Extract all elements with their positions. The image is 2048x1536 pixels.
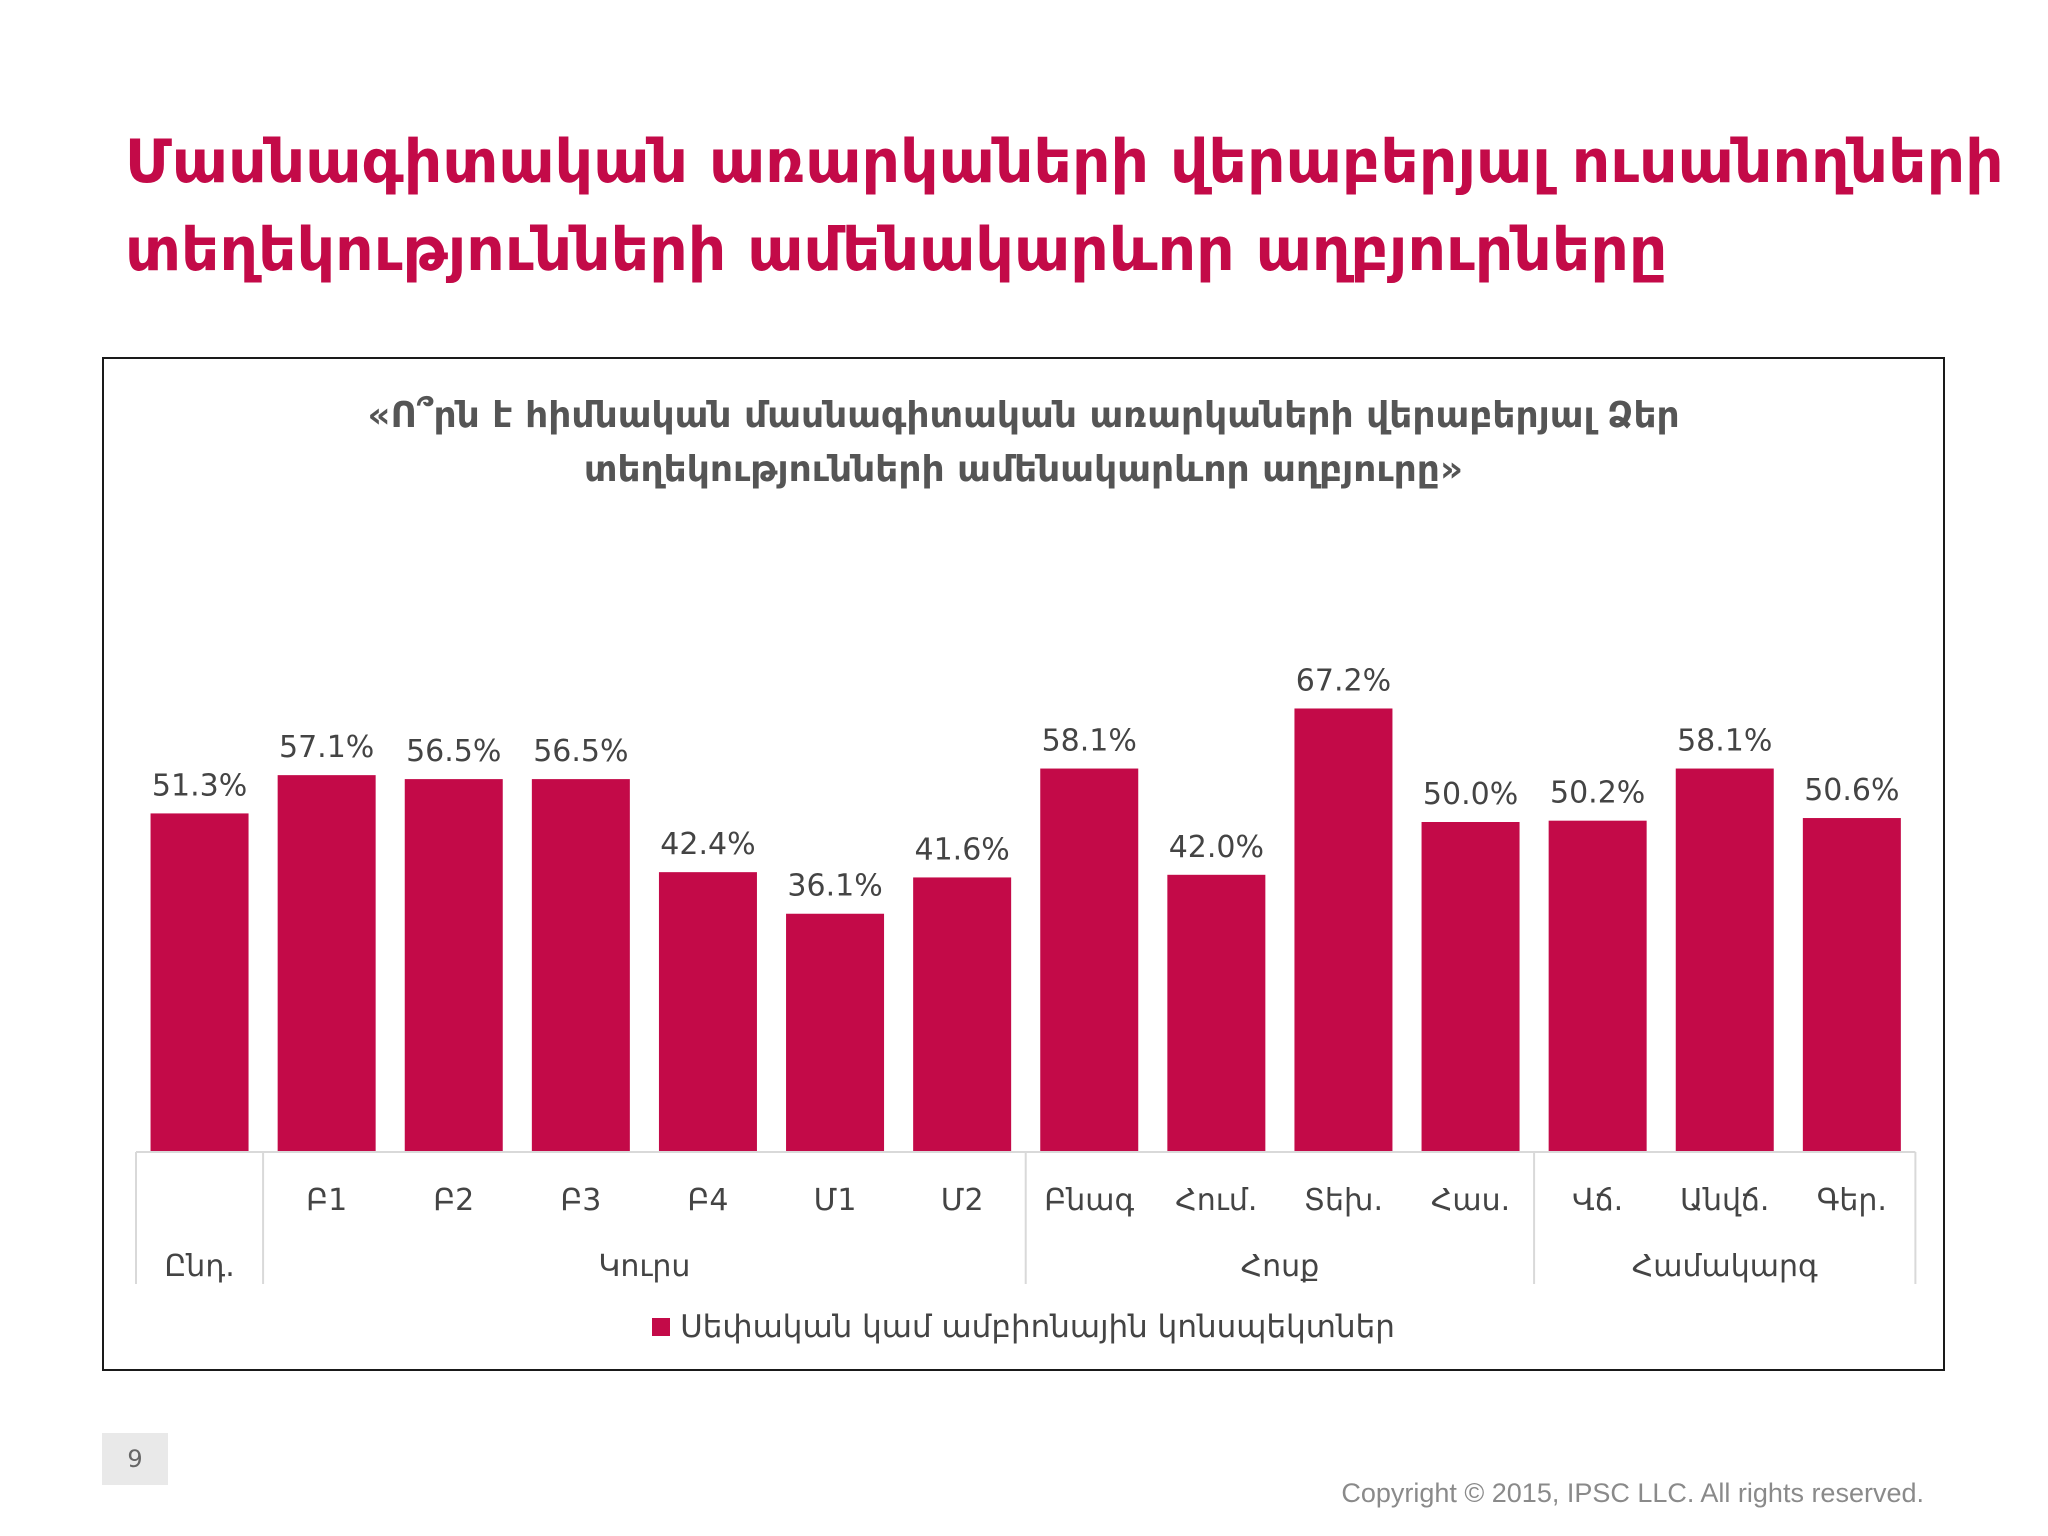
data-label-2: 56.5% [406,734,501,769]
bar-8 [1167,874,1266,1152]
slide-title-line-2: տեղեկությունների ամենակարևոր աղբյուրները [125,215,1668,285]
category-label-9: Տեխ. [1304,1183,1383,1218]
bar-4 [658,872,757,1152]
slide-title-line-1: Մասնագիտական առարկաների վերաբերյալ ուսան… [125,127,2004,197]
category-label-10: Հաս. [1431,1183,1510,1218]
page-number: 9 [102,1433,168,1485]
data-label-3: 56.5% [533,734,628,769]
bar-11 [1548,820,1647,1152]
data-label-11: 50.2% [1550,776,1645,811]
data-label-1: 57.1% [279,730,374,765]
category-label-6: Մ2 [941,1183,984,1218]
bar-9 [1294,708,1393,1152]
category-label-12: Անվճ. [1680,1183,1769,1218]
bar-1 [277,775,376,1152]
slide-title: Մասնագիտական առարկաների վերաբերյալ ուսան… [125,118,2004,294]
bar-13 [1802,818,1901,1152]
category-label-5: Մ1 [814,1183,857,1218]
data-label-4: 42.4% [660,827,755,862]
legend-swatch [652,1318,671,1336]
bar-12 [1675,768,1774,1152]
category-label-7: Բնագ [1044,1183,1134,1218]
group-label-3: Համակարգ [1632,1249,1818,1284]
category-label-11: Վճ. [1572,1183,1623,1218]
bar-3 [531,779,630,1152]
bar-0 [150,813,249,1152]
chart-legend: Սեփական կամ ամբիոնային կոնսպեկտներ [104,1309,1943,1345]
chart-title-line-2: տեղեկությունների ամենակարևոր աղբյուրը» [583,449,1464,490]
data-label-13: 50.6% [1804,773,1899,808]
data-label-6: 41.6% [914,832,1009,867]
data-label-7: 58.1% [1042,724,1137,759]
category-label-13: Գեր. [1817,1183,1887,1218]
bar-2 [404,779,503,1152]
category-label-2: Բ2 [433,1183,474,1218]
copyright-notice: Copyright © 2015, IPSC LLC. All rights r… [1341,1478,1924,1508]
bar-7 [1040,768,1139,1152]
group-label-1: Կուրս [598,1249,690,1284]
group-label-2: Հոսք [1241,1249,1320,1284]
category-label-4: Բ4 [687,1183,728,1218]
group-label-0: Ընդ. [164,1249,234,1284]
data-label-10: 50.0% [1423,777,1518,812]
data-label-0: 51.3% [152,768,247,803]
category-label-3: Բ3 [560,1183,601,1218]
bar-6 [913,877,1012,1152]
category-label-8: Հում. [1175,1183,1257,1218]
chart-frame: «Ո՞րն է հիմնական մասնագիտական առարկաների… [102,357,1945,1371]
bar-chart: 51.3% 57.1% Բ1 56.5% Բ2 56.5% Բ3 42.4% Բ4 36.1% Մ1… [135,663,1917,1284]
data-label-12: 58.1% [1677,724,1772,759]
data-label-5: 36.1% [787,869,882,904]
bar-10 [1421,822,1520,1152]
data-label-9: 67.2% [1296,663,1391,698]
bar-5 [786,913,885,1152]
chart-title-line-1: «Ո՞րն է հիմնական մասնագիտական առարկաների… [367,395,1680,436]
legend-label: Սեփական կամ ամբիոնային կոնսպեկտներ [680,1309,1395,1345]
data-label-8: 42.0% [1169,830,1264,865]
category-label-1: Բ1 [306,1183,347,1218]
chart-title: «Ո՞րն է հիմնական մասնագիտական առարկաների… [104,389,1943,497]
